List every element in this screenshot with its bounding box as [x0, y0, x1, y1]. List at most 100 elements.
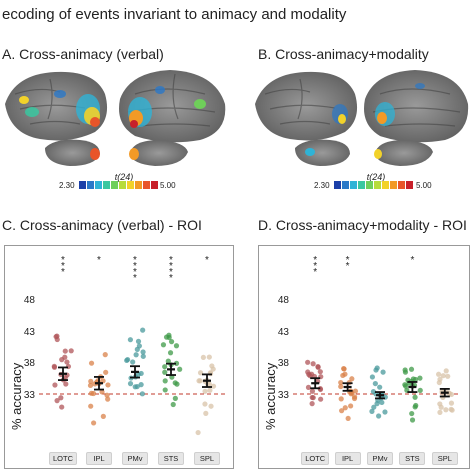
subject-dot	[197, 378, 203, 384]
subject-dot	[318, 396, 324, 402]
subject-dot	[63, 381, 69, 387]
subject-dot	[369, 408, 375, 414]
subject-dot	[342, 405, 348, 411]
colorbar-swatch	[398, 181, 405, 189]
subject-dot	[53, 334, 59, 340]
subject-dot	[140, 327, 146, 333]
subject-dot	[202, 388, 208, 394]
subject-dot	[379, 399, 385, 406]
significance-stars: * * * *	[133, 255, 137, 284]
subject-dot	[349, 376, 355, 382]
subject-dot	[134, 346, 140, 352]
subject-dot	[51, 364, 58, 370]
significance-stars: * * *	[313, 255, 318, 278]
y-tick-label: 33	[277, 389, 289, 401]
subject-dot	[162, 369, 168, 375]
subject-dot	[310, 361, 316, 367]
subject-dot	[445, 373, 451, 379]
subject-dot	[338, 379, 344, 386]
subject-dot	[408, 366, 415, 372]
subject-dot	[102, 352, 108, 358]
colorbar-swatch	[143, 181, 150, 189]
subject-dot	[371, 404, 377, 410]
roi-plot-d: LOTC * * * IPL * * PMv STS * SPL 33 38 43 48 % accuracy	[258, 245, 470, 469]
figure-title: ecoding of events invariant to animacy a…	[2, 6, 347, 23]
x-tick-label: IPL	[334, 452, 361, 465]
subject-dot	[167, 350, 174, 356]
subject-dot	[437, 409, 443, 415]
y-tick-label: 38	[277, 358, 289, 370]
subject-dot	[338, 396, 344, 402]
subject-dot	[409, 417, 416, 423]
subject-dot	[165, 358, 171, 364]
y-tick-label: 43	[23, 326, 35, 338]
subject-dot	[206, 354, 212, 360]
subject-dot	[417, 387, 423, 393]
subject-dot	[376, 413, 382, 419]
subject-dot	[162, 378, 168, 384]
subject-dot	[208, 403, 214, 409]
subject-dot	[374, 365, 380, 371]
colorbar-swatch	[135, 181, 142, 189]
colorbar-swatch	[406, 181, 413, 189]
x-tick-label: LOTC	[301, 452, 330, 465]
significance-stars: *	[410, 255, 415, 266]
subject-dot	[305, 384, 312, 390]
y-axis-label: % accuracy	[263, 362, 278, 430]
x-tick-label: PMv	[367, 452, 393, 465]
colorbar-swatch	[366, 181, 373, 189]
subject-dot	[104, 392, 110, 398]
subject-dot	[135, 338, 142, 344]
subject-dot	[372, 380, 378, 387]
subject-dot	[342, 371, 348, 377]
subject-dot	[177, 366, 183, 372]
subject-dot	[305, 359, 311, 365]
subject-dot	[197, 370, 204, 376]
subject-dot	[352, 394, 358, 400]
subject-dot	[140, 353, 146, 359]
panel-b-title: B. Cross-animacy+modality	[258, 46, 429, 62]
colorbar-swatch	[390, 181, 397, 189]
subject-dot	[62, 354, 68, 360]
subject-dot	[62, 348, 68, 354]
subject-dot	[448, 400, 455, 406]
subject-dot	[127, 380, 134, 387]
y-tick-label: 48	[23, 295, 35, 307]
colorbar-a	[79, 181, 159, 189]
roi-plot-c: LOTC * * * IPL * PMv * * * * STS * * * * SPL * 33 38 43 48 % a…	[4, 245, 234, 469]
subject-dot	[402, 367, 408, 373]
subject-dot	[438, 404, 444, 410]
colorbar-a-label: t(24)	[114, 172, 134, 182]
subject-dot	[172, 395, 178, 401]
plot-svg	[39, 327, 225, 436]
subject-dot	[341, 366, 347, 372]
subject-dot	[443, 407, 449, 413]
subject-dot	[100, 378, 106, 384]
colorbar-swatch	[334, 181, 341, 189]
subject-dot	[130, 359, 136, 365]
subject-dot	[166, 332, 172, 338]
x-tick-label: IPL	[86, 452, 112, 465]
subject-dot	[317, 369, 323, 375]
subject-dot	[59, 404, 65, 410]
subject-dot	[307, 373, 313, 379]
subject-dot	[443, 368, 449, 374]
colorbar-swatch	[374, 181, 381, 189]
subject-dot	[412, 394, 418, 400]
subject-dot	[352, 388, 359, 394]
y-tick-label: 48	[277, 295, 289, 307]
subject-dot	[377, 384, 383, 390]
subject-dot	[410, 376, 416, 382]
x-tick-label: STS	[399, 452, 426, 465]
colorbar-b-max: 5.00	[416, 181, 432, 190]
colorbar-a-min: 2.30	[59, 181, 75, 190]
brain-panel-a	[5, 70, 226, 166]
subject-dot	[195, 429, 201, 436]
subject-dot	[380, 369, 386, 375]
subject-dot	[138, 382, 144, 388]
plot-svg	[293, 359, 461, 423]
subject-dot	[124, 357, 130, 364]
subject-dot	[348, 391, 354, 397]
subject-dot	[309, 388, 316, 394]
subject-dot	[348, 403, 354, 409]
